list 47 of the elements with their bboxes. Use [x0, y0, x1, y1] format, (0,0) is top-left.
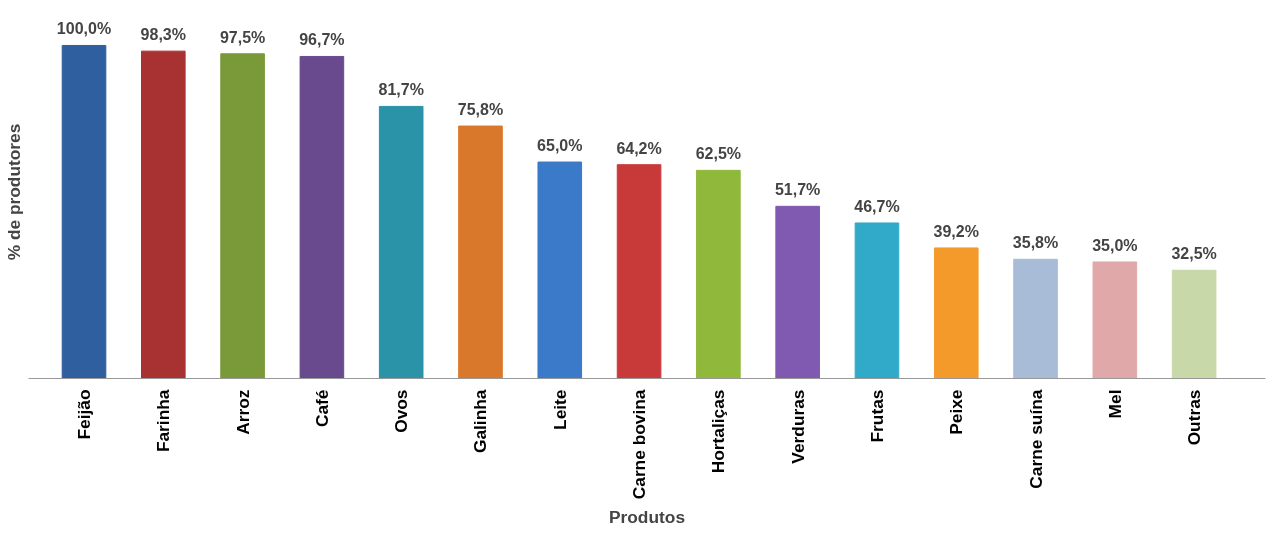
- data-label: 81,7%: [378, 81, 424, 99]
- x-tick-label: Carne suína: [1025, 389, 1046, 489]
- bar: [458, 125, 503, 379]
- x-tick-label: Arroz: [232, 389, 253, 435]
- bar: [537, 161, 583, 379]
- y-axis-title: % de produtores: [3, 123, 24, 261]
- data-label: 100,0%: [56, 20, 112, 38]
- bar: [299, 55, 345, 379]
- x-tick-label: Farinha: [153, 389, 174, 453]
- data-label: 46,7%: [854, 197, 900, 215]
- bar: [696, 169, 741, 379]
- x-tick-label: Café: [311, 389, 332, 428]
- x-tick-label: Verduras: [787, 389, 808, 464]
- x-tick-label: Frutas: [866, 389, 887, 443]
- bar: [1013, 258, 1058, 379]
- bar: [1092, 261, 1138, 379]
- data-label: 96,7%: [299, 31, 345, 49]
- bar: [220, 53, 265, 379]
- data-label: 97,5%: [219, 28, 266, 46]
- data-label: 62,5%: [695, 145, 742, 163]
- bar: [933, 247, 979, 379]
- data-label: 39,2%: [933, 222, 979, 240]
- bar: [61, 44, 107, 379]
- data-label: 98,3%: [140, 26, 186, 44]
- x-tick-label: Leite: [549, 389, 570, 430]
- x-tick-label: Galinha: [470, 389, 491, 454]
- bar: [775, 205, 820, 379]
- bar: [141, 50, 186, 379]
- x-tick-label: Hortaliças: [708, 389, 729, 474]
- bar: [378, 105, 424, 379]
- data-label: 35,0%: [1092, 236, 1138, 254]
- data-label: 51,7%: [774, 181, 821, 199]
- x-tick-label: Carne bovina: [629, 389, 650, 500]
- data-label: 64,2%: [616, 139, 662, 157]
- x-tick-label: Outras: [1184, 389, 1205, 446]
- bar: [854, 222, 900, 379]
- data-label: 35,8%: [1012, 234, 1059, 252]
- x-tick-label: Peixe: [946, 389, 967, 435]
- x-tick-label: Feijão: [74, 389, 95, 440]
- bar: [616, 164, 662, 379]
- data-label: 75,8%: [457, 101, 504, 119]
- x-tick-label: Ovos: [391, 389, 412, 433]
- data-label: 65,0%: [537, 137, 583, 155]
- bar: [1171, 269, 1217, 379]
- data-label: 32,5%: [1171, 245, 1217, 263]
- x-tick-label: Mel: [1104, 389, 1125, 419]
- x-axis-title: Produtos: [608, 507, 686, 528]
